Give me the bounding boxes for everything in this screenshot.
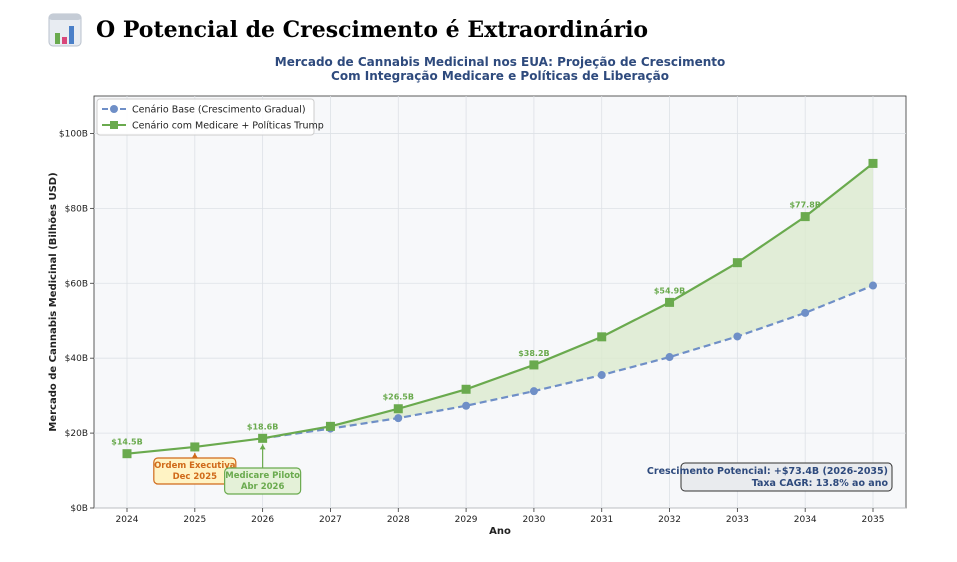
data-label: $54.9B xyxy=(654,286,685,295)
x-tick-label: 2028 xyxy=(387,515,410,525)
annotation-arrowhead xyxy=(259,444,266,450)
legend-label-base: Cenário Base (Crescimento Gradual) xyxy=(132,105,306,116)
fill-between-area xyxy=(262,163,873,439)
series-line-base xyxy=(262,284,874,440)
x-tick-label: 2029 xyxy=(455,515,478,525)
data-point-base xyxy=(733,332,742,341)
legend-label-medicare: Cenário com Medicare + Políticas Trump xyxy=(132,121,324,132)
axis-ticks: 2024 2025 2026 2027 2028 2029 2030 2031 2032 2033… xyxy=(59,129,885,525)
y-tick-label: $0B xyxy=(70,504,88,514)
legend-marker-base xyxy=(110,105,118,113)
info-box: Crescimento Potencial: +$73.4B (2026-203… xyxy=(647,462,893,492)
data-point-medicare xyxy=(122,449,132,459)
data-point-medicare xyxy=(597,332,607,342)
x-tick-label: 2031 xyxy=(590,515,613,525)
legend: Cenário Base (Crescimento Gradual) Cenár… xyxy=(96,98,324,136)
series-line-medicare xyxy=(126,162,874,455)
y-tick-label: $100B xyxy=(59,129,88,139)
annotation-text: Dec 2025 xyxy=(173,472,218,482)
data-point-medicare xyxy=(665,297,675,307)
data-point-medicare xyxy=(393,404,403,414)
data-point-medicare xyxy=(461,384,471,394)
annotation-text: Medicare Piloto xyxy=(225,471,300,481)
data-point-base xyxy=(869,281,877,290)
chart-subtitle: Com Integração Medicare e Políticas de L… xyxy=(331,69,669,83)
annotation-text: Ordem Executiva xyxy=(154,461,236,471)
data-point-base xyxy=(665,353,674,362)
chart-svg: Mercado de Cannabis Medicinal nos EUA: P… xyxy=(48,55,907,537)
info-box-bg xyxy=(680,462,893,492)
x-tick-label: 2030 xyxy=(522,515,545,525)
y-axis-label: Mercado de Cannabis Medicinal (Bilhões U… xyxy=(48,172,59,431)
data-point-base xyxy=(597,371,606,380)
data-labels: $14.5B $18.6B $26.5B $38.2B $54.9B $77.8B xyxy=(111,201,821,447)
annotation-text: Abr 2026 xyxy=(241,482,285,492)
x-tick-label: 2025 xyxy=(183,515,206,525)
bar-chart-icon xyxy=(48,13,82,47)
x-tick-label: 2033 xyxy=(726,515,749,525)
data-point-base xyxy=(462,401,471,410)
x-axis-label: Ano xyxy=(489,526,511,537)
data-label: $26.5B xyxy=(383,393,414,402)
data-label: $38.2B xyxy=(518,349,549,358)
data-point-medicare xyxy=(190,442,200,452)
x-tick-label: 2027 xyxy=(319,515,342,525)
y-tick-label: $80B xyxy=(65,204,88,214)
annotation-box xyxy=(224,467,302,495)
data-point-medicare xyxy=(800,212,810,222)
legend-marker-medicare xyxy=(110,121,118,129)
annotation-arrowhead xyxy=(191,452,198,458)
data-label: $77.8B xyxy=(789,201,820,210)
data-point-base xyxy=(529,387,538,396)
x-tick-label: 2026 xyxy=(251,515,274,525)
data-point-medicare xyxy=(732,258,742,268)
x-tick-label: 2034 xyxy=(794,515,817,525)
data-point-medicare xyxy=(868,158,878,168)
chart-title: Mercado de Cannabis Medicinal nos EUA: P… xyxy=(275,55,726,69)
y-tick-label: $40B xyxy=(65,354,88,364)
data-label: $18.6B xyxy=(247,422,278,431)
chart-container: Mercado de Cannabis Medicinal nos EUA: P… xyxy=(0,50,957,558)
page-title: O Potencial de Crescimento é Extraordiná… xyxy=(96,17,649,43)
info-box-line1: Crescimento Potencial: +$73.4B (2026-203… xyxy=(647,466,888,477)
y-tick-label: $20B xyxy=(65,429,88,439)
x-tick-label: 2024 xyxy=(116,515,139,525)
info-box-line2: Taxa CAGR: 13.8% ao ano xyxy=(752,478,889,489)
data-point-medicare xyxy=(325,421,335,431)
data-point-medicare xyxy=(258,433,268,443)
page-header: O Potencial de Crescimento é Extraordiná… xyxy=(48,12,648,48)
data-point-medicare xyxy=(529,360,539,370)
fill-between-layer xyxy=(262,163,873,439)
data-label: $14.5B xyxy=(111,438,142,447)
legend-box xyxy=(96,98,315,136)
x-tick-label: 2035 xyxy=(862,515,885,525)
data-point-base xyxy=(801,308,810,317)
data-point-base xyxy=(394,414,403,423)
y-tick-label: $60B xyxy=(65,279,88,289)
x-tick-label: 2032 xyxy=(658,515,681,525)
series-layer xyxy=(122,158,878,459)
